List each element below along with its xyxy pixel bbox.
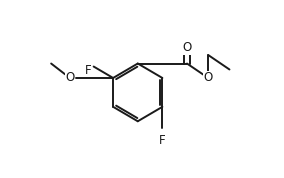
- Text: O: O: [204, 71, 213, 85]
- Text: O: O: [182, 41, 192, 54]
- Text: F: F: [85, 64, 92, 77]
- Text: F: F: [159, 134, 166, 147]
- Text: O: O: [65, 71, 74, 85]
